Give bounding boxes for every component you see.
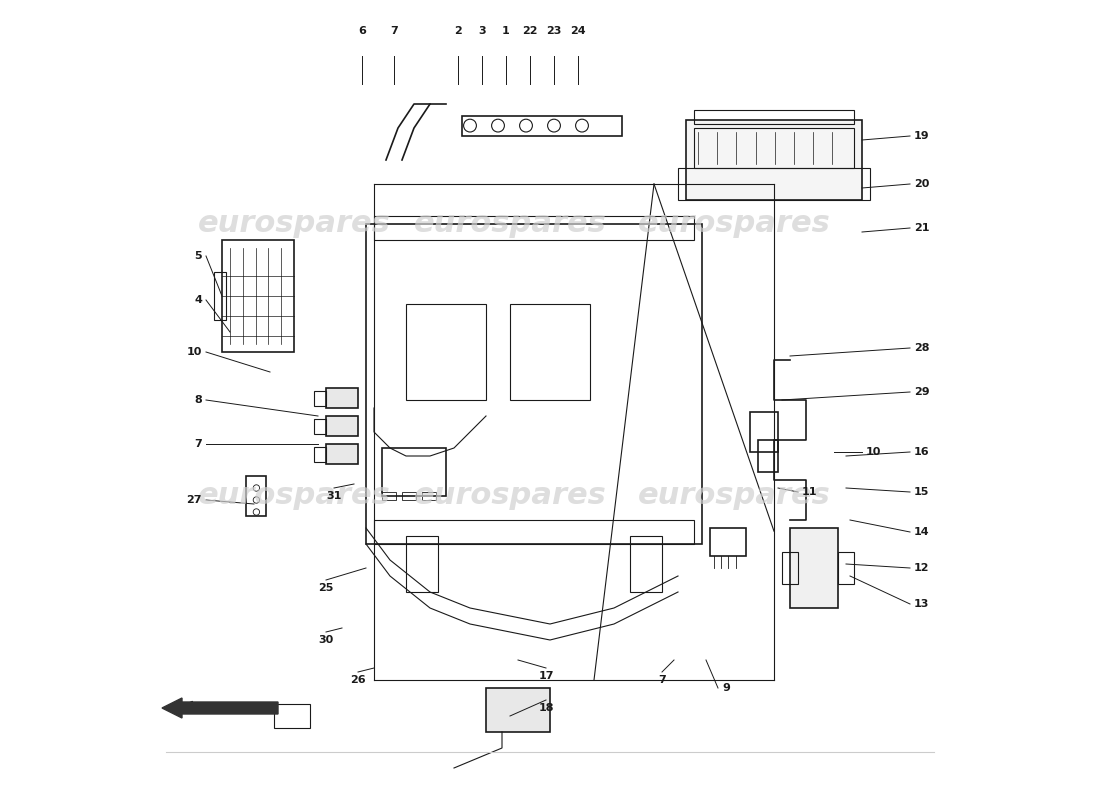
Text: 11: 11: [802, 487, 817, 497]
Text: 9: 9: [722, 683, 730, 693]
Text: 7: 7: [390, 26, 398, 36]
Bar: [214, 272, 225, 320]
Text: eurospares: eurospares: [414, 482, 606, 510]
Bar: [790, 528, 838, 608]
Bar: [374, 216, 694, 240]
Text: 18: 18: [538, 703, 553, 713]
Bar: [246, 476, 266, 516]
Bar: [678, 168, 870, 200]
Bar: [382, 492, 396, 500]
Text: eurospares: eurospares: [638, 482, 830, 510]
Bar: [406, 304, 486, 400]
Bar: [422, 492, 437, 500]
Text: 14: 14: [914, 527, 929, 537]
Bar: [694, 110, 854, 124]
Bar: [782, 552, 797, 584]
Text: 6: 6: [359, 26, 366, 36]
Bar: [686, 120, 862, 200]
Bar: [462, 116, 622, 136]
Text: eurospares: eurospares: [198, 482, 390, 510]
Bar: [314, 391, 326, 406]
Text: eurospares: eurospares: [638, 210, 830, 238]
Bar: [758, 440, 778, 472]
Text: 22: 22: [522, 26, 538, 36]
Text: 28: 28: [914, 343, 929, 353]
Text: 12: 12: [914, 563, 929, 573]
Bar: [630, 536, 662, 592]
Bar: [274, 704, 310, 728]
Text: 16: 16: [914, 447, 929, 457]
Text: 23: 23: [547, 26, 562, 36]
Text: 27: 27: [187, 495, 202, 505]
Bar: [750, 412, 778, 452]
Text: 2: 2: [454, 26, 462, 36]
Bar: [694, 128, 854, 168]
Bar: [374, 520, 694, 544]
Text: eurospares: eurospares: [414, 210, 606, 238]
Text: 5: 5: [195, 251, 202, 261]
Text: 8: 8: [195, 395, 202, 405]
Text: 31: 31: [327, 491, 342, 501]
Bar: [314, 419, 326, 434]
Bar: [366, 224, 702, 544]
Text: 30: 30: [318, 635, 333, 645]
Text: 7: 7: [658, 675, 666, 685]
Text: 17: 17: [538, 671, 553, 681]
Bar: [838, 552, 854, 584]
Text: 29: 29: [914, 387, 929, 397]
Text: 19: 19: [914, 131, 929, 141]
Text: 24: 24: [570, 26, 586, 36]
Bar: [510, 304, 590, 400]
Bar: [326, 416, 358, 436]
Text: 20: 20: [914, 179, 929, 189]
Bar: [486, 688, 550, 732]
Text: 25: 25: [318, 583, 333, 593]
Text: 7: 7: [195, 439, 202, 449]
Text: 26: 26: [350, 675, 366, 685]
Text: 1: 1: [502, 26, 510, 36]
Text: 4: 4: [194, 295, 202, 305]
Bar: [406, 536, 438, 592]
Text: 13: 13: [914, 599, 929, 609]
Bar: [710, 528, 746, 556]
Text: 10: 10: [866, 447, 881, 457]
Bar: [326, 388, 358, 408]
FancyArrow shape: [162, 698, 278, 718]
Bar: [402, 492, 417, 500]
Text: eurospares: eurospares: [198, 210, 390, 238]
Bar: [382, 448, 446, 496]
Text: 21: 21: [914, 223, 929, 233]
Bar: [314, 447, 326, 462]
Text: 10: 10: [187, 347, 202, 357]
Text: 15: 15: [914, 487, 929, 497]
Text: 3: 3: [478, 26, 486, 36]
Bar: [326, 444, 358, 464]
Bar: [222, 240, 294, 352]
